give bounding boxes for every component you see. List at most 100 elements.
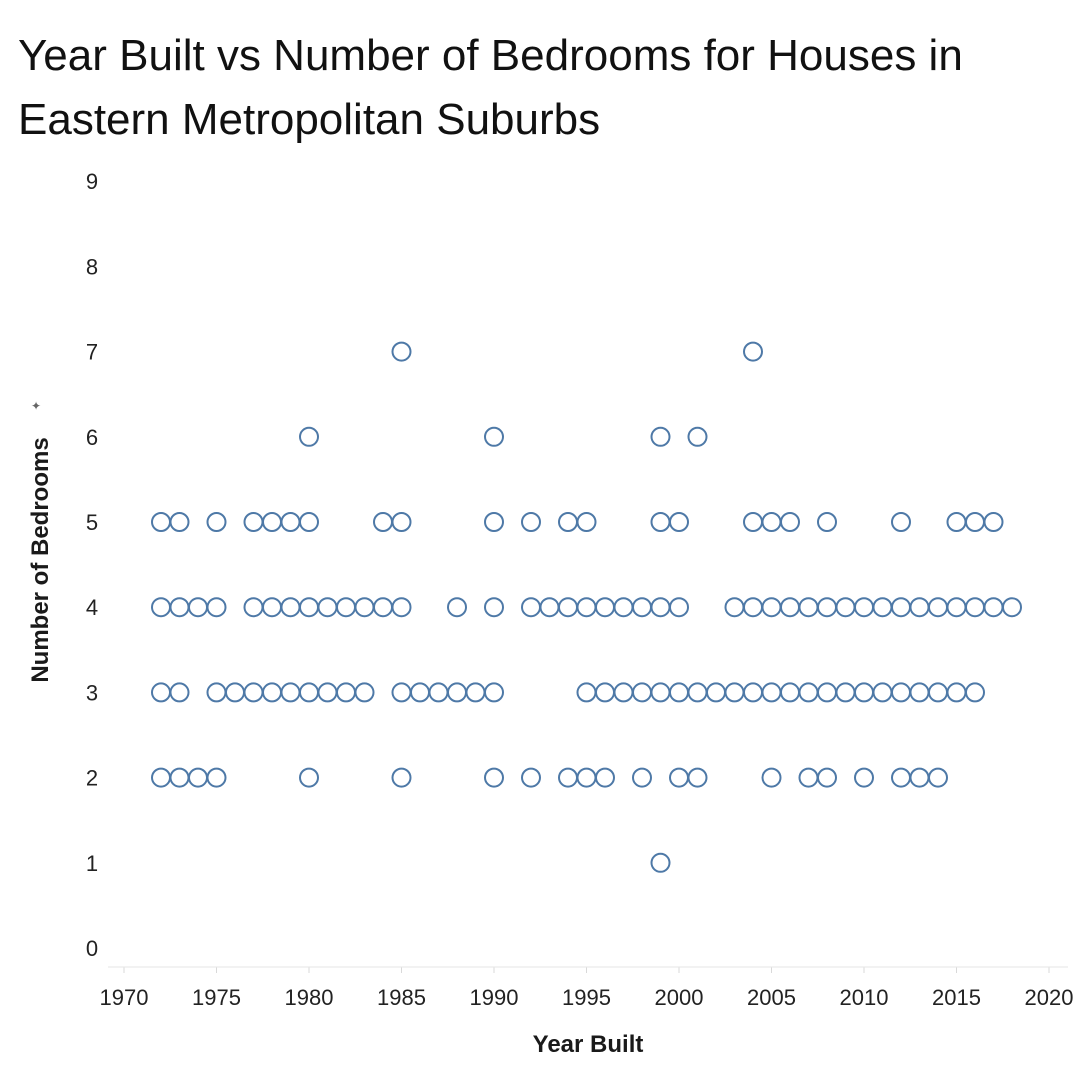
data-point[interactable] xyxy=(817,767,837,788)
data-point[interactable] xyxy=(280,512,301,532)
data-point[interactable] xyxy=(891,597,911,618)
data-point[interactable] xyxy=(243,682,264,703)
data-point[interactable] xyxy=(595,597,615,618)
data-point[interactable] xyxy=(909,682,930,703)
data-point[interactable] xyxy=(632,767,652,788)
data-point[interactable] xyxy=(206,597,227,618)
data-point[interactable] xyxy=(428,682,449,703)
data-point[interactable] xyxy=(798,767,819,788)
data-point[interactable] xyxy=(391,682,412,703)
data-point[interactable] xyxy=(854,682,874,703)
data-point[interactable] xyxy=(484,426,504,447)
data-point[interactable] xyxy=(188,597,208,618)
data-point[interactable] xyxy=(743,682,763,703)
data-point[interactable] xyxy=(780,512,800,532)
data-point[interactable] xyxy=(854,767,874,788)
data-point[interactable] xyxy=(373,597,393,618)
data-point[interactable] xyxy=(650,512,671,532)
data-point[interactable] xyxy=(817,682,837,703)
data-point[interactable] xyxy=(687,682,708,703)
data-point[interactable] xyxy=(595,767,615,788)
data-point[interactable] xyxy=(151,512,171,532)
data-point[interactable] xyxy=(891,512,911,532)
data-point[interactable] xyxy=(169,512,190,532)
data-point[interactable] xyxy=(151,767,171,788)
data-point[interactable] xyxy=(650,852,671,873)
data-point[interactable] xyxy=(484,767,504,788)
data-point[interactable] xyxy=(299,512,319,532)
data-point[interactable] xyxy=(576,767,597,788)
data-point[interactable] xyxy=(206,682,227,703)
data-point[interactable] xyxy=(280,682,301,703)
data-point[interactable] xyxy=(650,597,671,618)
data-point[interactable] xyxy=(928,597,948,618)
data-point[interactable] xyxy=(169,682,190,703)
data-point[interactable] xyxy=(336,682,356,703)
data-point[interactable] xyxy=(872,682,893,703)
data-point[interactable] xyxy=(243,597,264,618)
data-point[interactable] xyxy=(798,597,819,618)
data-point[interactable] xyxy=(576,597,597,618)
data-point[interactable] xyxy=(151,597,171,618)
data-point[interactable] xyxy=(336,597,356,618)
data-point[interactable] xyxy=(835,682,856,703)
data-point[interactable] xyxy=(317,597,338,618)
data-point[interactable] xyxy=(262,597,282,618)
data-point[interactable] xyxy=(299,682,319,703)
data-point[interactable] xyxy=(798,682,819,703)
data-point[interactable] xyxy=(909,767,930,788)
data-point[interactable] xyxy=(299,426,319,447)
data-point[interactable] xyxy=(521,512,541,532)
data-point[interactable] xyxy=(354,597,375,618)
data-point[interactable] xyxy=(558,512,578,532)
data-point[interactable] xyxy=(669,767,689,788)
data-point[interactable] xyxy=(835,597,856,618)
data-point[interactable] xyxy=(299,597,319,618)
data-point[interactable] xyxy=(965,682,985,703)
data-point[interactable] xyxy=(595,682,615,703)
data-point[interactable] xyxy=(669,597,689,618)
data-point[interactable] xyxy=(151,682,171,703)
data-point[interactable] xyxy=(965,512,985,532)
data-point[interactable] xyxy=(761,767,782,788)
data-point[interactable] xyxy=(1002,597,1022,618)
data-point[interactable] xyxy=(854,597,874,618)
data-point[interactable] xyxy=(373,512,393,532)
data-point[interactable] xyxy=(391,767,412,788)
data-point[interactable] xyxy=(225,682,245,703)
data-point[interactable] xyxy=(946,597,967,618)
data-point[interactable] xyxy=(447,682,467,703)
data-point[interactable] xyxy=(391,597,412,618)
data-point[interactable] xyxy=(317,682,338,703)
data-point[interactable] xyxy=(872,597,893,618)
data-point[interactable] xyxy=(521,597,541,618)
data-point[interactable] xyxy=(891,682,911,703)
data-point[interactable] xyxy=(391,341,412,362)
data-point[interactable] xyxy=(761,682,782,703)
data-point[interactable] xyxy=(724,597,745,618)
data-point[interactable] xyxy=(262,682,282,703)
data-point[interactable] xyxy=(650,426,671,447)
data-point[interactable] xyxy=(354,682,375,703)
data-point[interactable] xyxy=(687,426,708,447)
data-point[interactable] xyxy=(558,597,578,618)
data-point[interactable] xyxy=(539,597,560,618)
data-point[interactable] xyxy=(632,682,652,703)
data-point[interactable] xyxy=(391,512,412,532)
data-point[interactable] xyxy=(724,682,745,703)
data-point[interactable] xyxy=(206,767,227,788)
data-point[interactable] xyxy=(410,682,430,703)
data-point[interactable] xyxy=(262,512,282,532)
data-point[interactable] xyxy=(613,682,634,703)
data-point[interactable] xyxy=(613,597,634,618)
data-point[interactable] xyxy=(206,512,227,532)
data-point[interactable] xyxy=(983,597,1004,618)
data-point[interactable] xyxy=(484,597,504,618)
data-point[interactable] xyxy=(632,597,652,618)
data-point[interactable] xyxy=(280,597,301,618)
data-point[interactable] xyxy=(169,597,190,618)
data-point[interactable] xyxy=(576,682,597,703)
data-point[interactable] xyxy=(650,682,671,703)
data-point[interactable] xyxy=(188,767,208,788)
data-point[interactable] xyxy=(687,767,708,788)
